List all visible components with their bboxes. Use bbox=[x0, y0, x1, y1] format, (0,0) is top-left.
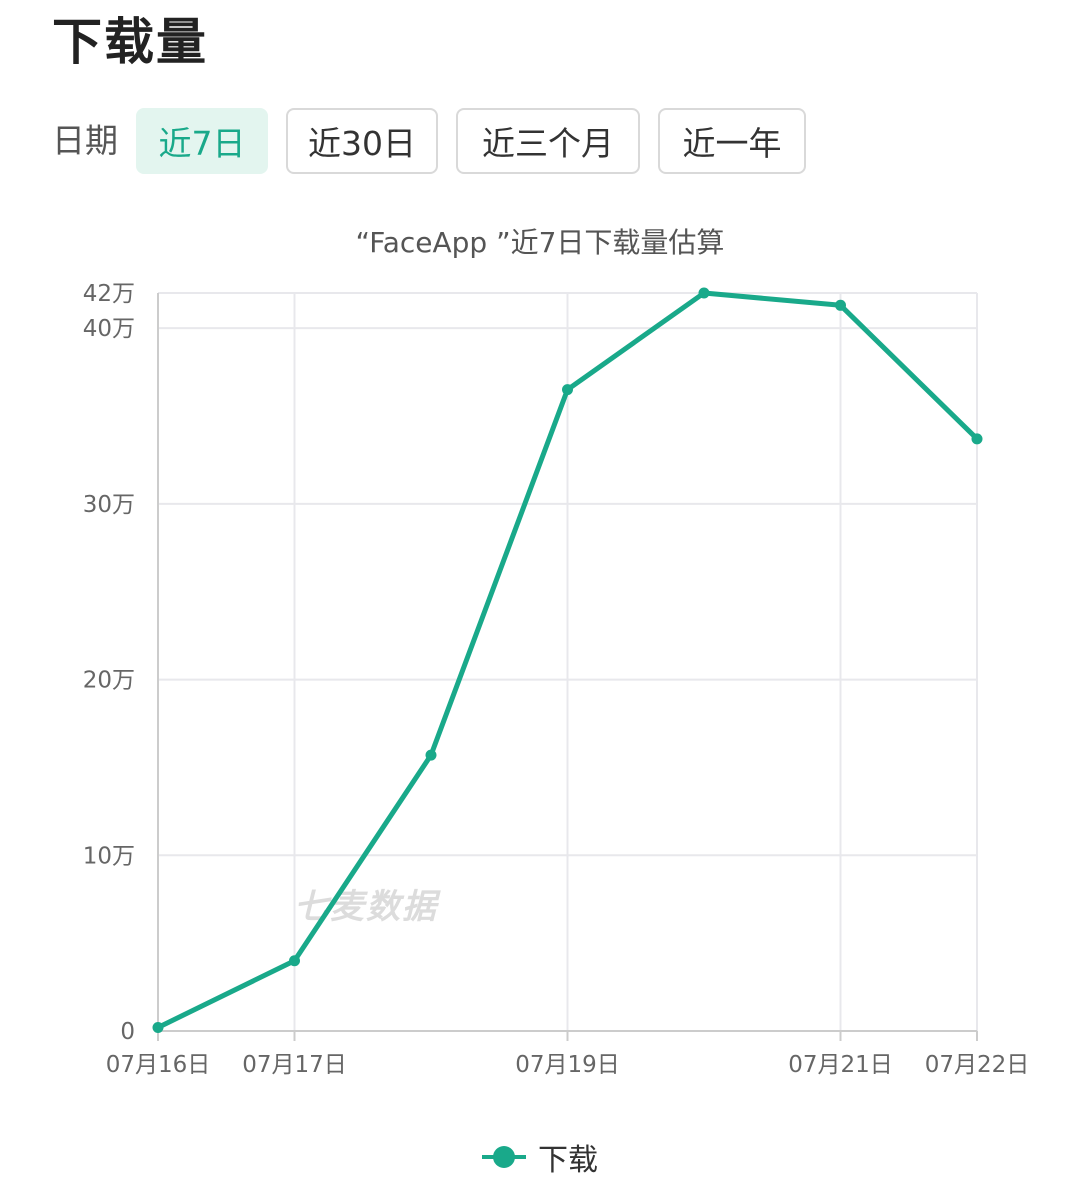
download-line-chart: “FaceApp ”近7日下载量估算 七麦数据 0 10万 20万 30万 40万 42万… bbox=[83, 226, 1030, 1078]
watermark: 七麦数据 bbox=[294, 887, 441, 927]
x-tick-label: 07月19日 bbox=[515, 1052, 620, 1078]
axes bbox=[157, 293, 978, 1041]
y-tick-label: 0 bbox=[120, 1019, 135, 1045]
range-7-days-button[interactable]: 近7日 bbox=[136, 108, 268, 174]
chart-title: “FaceApp ”近7日下载量估算 bbox=[356, 226, 725, 259]
x-tick-label: 07月21日 bbox=[788, 1052, 893, 1078]
y-tick-label: 40万 bbox=[83, 316, 135, 342]
date-filter: 日期 近7日 近30日 近三个月 近一年 bbox=[52, 106, 824, 176]
range-1-year-button[interactable]: 近一年 bbox=[658, 108, 806, 174]
legend-label: 下载 bbox=[538, 1143, 598, 1178]
data-point bbox=[152, 1021, 164, 1033]
x-tick-label: 07月22日 bbox=[925, 1052, 1030, 1078]
data-point bbox=[698, 287, 710, 299]
data-point bbox=[289, 955, 300, 967]
y-tick-label: 30万 bbox=[83, 492, 135, 518]
data-point bbox=[835, 299, 846, 311]
chart-legend[interactable]: 下载 bbox=[0, 1132, 1080, 1182]
range-30-days-button[interactable]: 近30日 bbox=[286, 108, 438, 174]
series-download bbox=[152, 287, 983, 1033]
data-point bbox=[425, 749, 437, 761]
grid-lines bbox=[158, 292, 978, 1031]
x-tick-label: 07月16日 bbox=[106, 1052, 211, 1078]
x-axis-tick-labels: 07月16日 07月17日 07月19日 07月21日 07月22日 bbox=[106, 1052, 1030, 1078]
x-tick-label: 07月17日 bbox=[242, 1052, 347, 1078]
y-axis-tick-labels: 0 10万 20万 30万 40万 42万 bbox=[83, 281, 135, 1045]
range-3-months-button[interactable]: 近三个月 bbox=[456, 108, 640, 174]
y-tick-label: 10万 bbox=[83, 843, 135, 869]
legend-marker-icon bbox=[482, 1142, 526, 1172]
data-point bbox=[562, 384, 573, 396]
y-tick-label: 42万 bbox=[83, 281, 135, 307]
data-point bbox=[971, 433, 983, 445]
y-tick-label: 20万 bbox=[83, 668, 135, 694]
date-filter-label: 日期 bbox=[52, 121, 118, 160]
page-title: 下载量 bbox=[52, 13, 208, 71]
